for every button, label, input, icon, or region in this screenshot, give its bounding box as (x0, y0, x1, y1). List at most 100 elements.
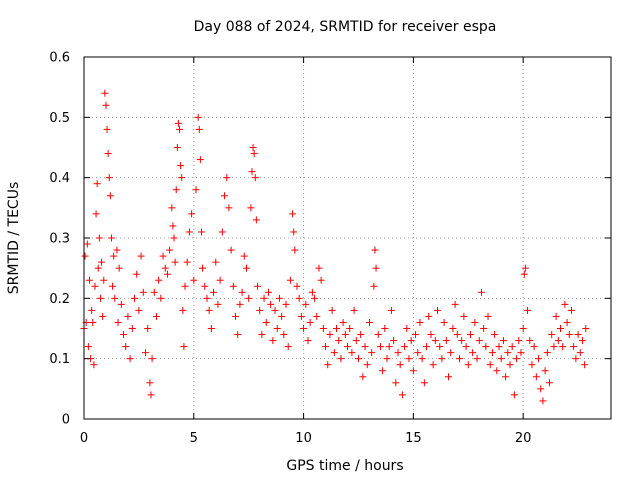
data-point (554, 337, 562, 345)
data-point (317, 276, 325, 284)
data-point (117, 300, 125, 308)
data-point (344, 343, 351, 351)
data-point (570, 343, 578, 351)
data-point (548, 331, 556, 339)
data-point (559, 343, 567, 351)
data-point (115, 264, 123, 272)
data-point (157, 294, 165, 302)
data-point (264, 288, 272, 296)
data-point (92, 210, 100, 218)
data-point (535, 355, 543, 363)
data-point (365, 318, 373, 326)
data-point (172, 186, 180, 194)
data-point (582, 325, 590, 332)
data-point (207, 325, 215, 332)
data-point (289, 210, 297, 218)
data-point (177, 162, 185, 170)
data-point (210, 288, 218, 296)
data-point (576, 349, 584, 357)
data-point (284, 343, 292, 351)
data-point (473, 355, 481, 363)
data-point (455, 355, 463, 363)
data-point (371, 246, 379, 254)
data-point (106, 192, 114, 200)
data-point (227, 246, 235, 254)
data-point (84, 343, 92, 351)
data-point (199, 264, 207, 272)
data-point (110, 252, 118, 260)
data-point (144, 325, 152, 332)
data-point (524, 306, 532, 314)
data-point (563, 318, 571, 326)
data-point (267, 300, 275, 308)
data-point (352, 337, 360, 345)
data-point (93, 180, 101, 188)
data-point (379, 367, 387, 375)
data-point (240, 252, 248, 260)
data-point (248, 168, 256, 176)
data-point (234, 331, 242, 339)
data-point (173, 144, 181, 151)
data-point (201, 282, 209, 290)
data-point (412, 331, 420, 339)
data-point (212, 258, 220, 266)
data-point (306, 318, 314, 326)
data-point (488, 349, 496, 357)
data-point (194, 113, 202, 121)
data-point (451, 300, 459, 308)
data-point (438, 355, 446, 363)
data-point (297, 312, 305, 320)
data-point (543, 349, 551, 357)
y-tick-label: 0.4 (49, 171, 70, 186)
data-point (113, 246, 121, 254)
data-point (361, 343, 369, 351)
y-tick-label: 0.2 (49, 292, 70, 307)
data-point (302, 300, 310, 308)
data-point (104, 150, 112, 158)
x-tick-label: 5 (190, 431, 198, 446)
data-point (290, 228, 298, 236)
data-point (161, 264, 169, 272)
data-point (350, 306, 358, 314)
data-point (328, 306, 336, 314)
data-point (561, 300, 569, 308)
data-point (405, 355, 413, 363)
data-point (262, 318, 270, 326)
data-point (374, 331, 382, 339)
data-point (427, 331, 435, 339)
data-point (311, 294, 319, 302)
data-point (464, 361, 472, 369)
data-point (114, 318, 122, 326)
data-point (216, 276, 224, 284)
data-point (480, 325, 488, 332)
data-point (466, 331, 474, 339)
data-point (170, 234, 178, 242)
data-point (458, 337, 466, 345)
data-point (100, 276, 108, 284)
data-point (188, 210, 196, 218)
y-axis-label: SRMTID / TECUs (6, 182, 22, 295)
y-tick-label: 0 (62, 413, 70, 428)
data-point (315, 264, 323, 272)
data-point (520, 270, 528, 278)
data-point (313, 312, 321, 320)
data-point (141, 349, 149, 357)
data-point (319, 325, 327, 332)
data-point (556, 325, 564, 332)
data-point (348, 349, 356, 357)
data-point (482, 343, 490, 351)
data-point (396, 361, 404, 369)
data-point (423, 343, 431, 351)
data-point (469, 349, 477, 357)
data-point (124, 312, 132, 320)
data-point (229, 282, 237, 290)
data-point (567, 306, 575, 314)
data-point (574, 331, 582, 339)
data-point (526, 337, 534, 345)
data-point (196, 156, 204, 164)
data-point (88, 306, 96, 314)
data-point (109, 282, 117, 290)
data-point (155, 276, 163, 284)
data-point (96, 294, 104, 302)
